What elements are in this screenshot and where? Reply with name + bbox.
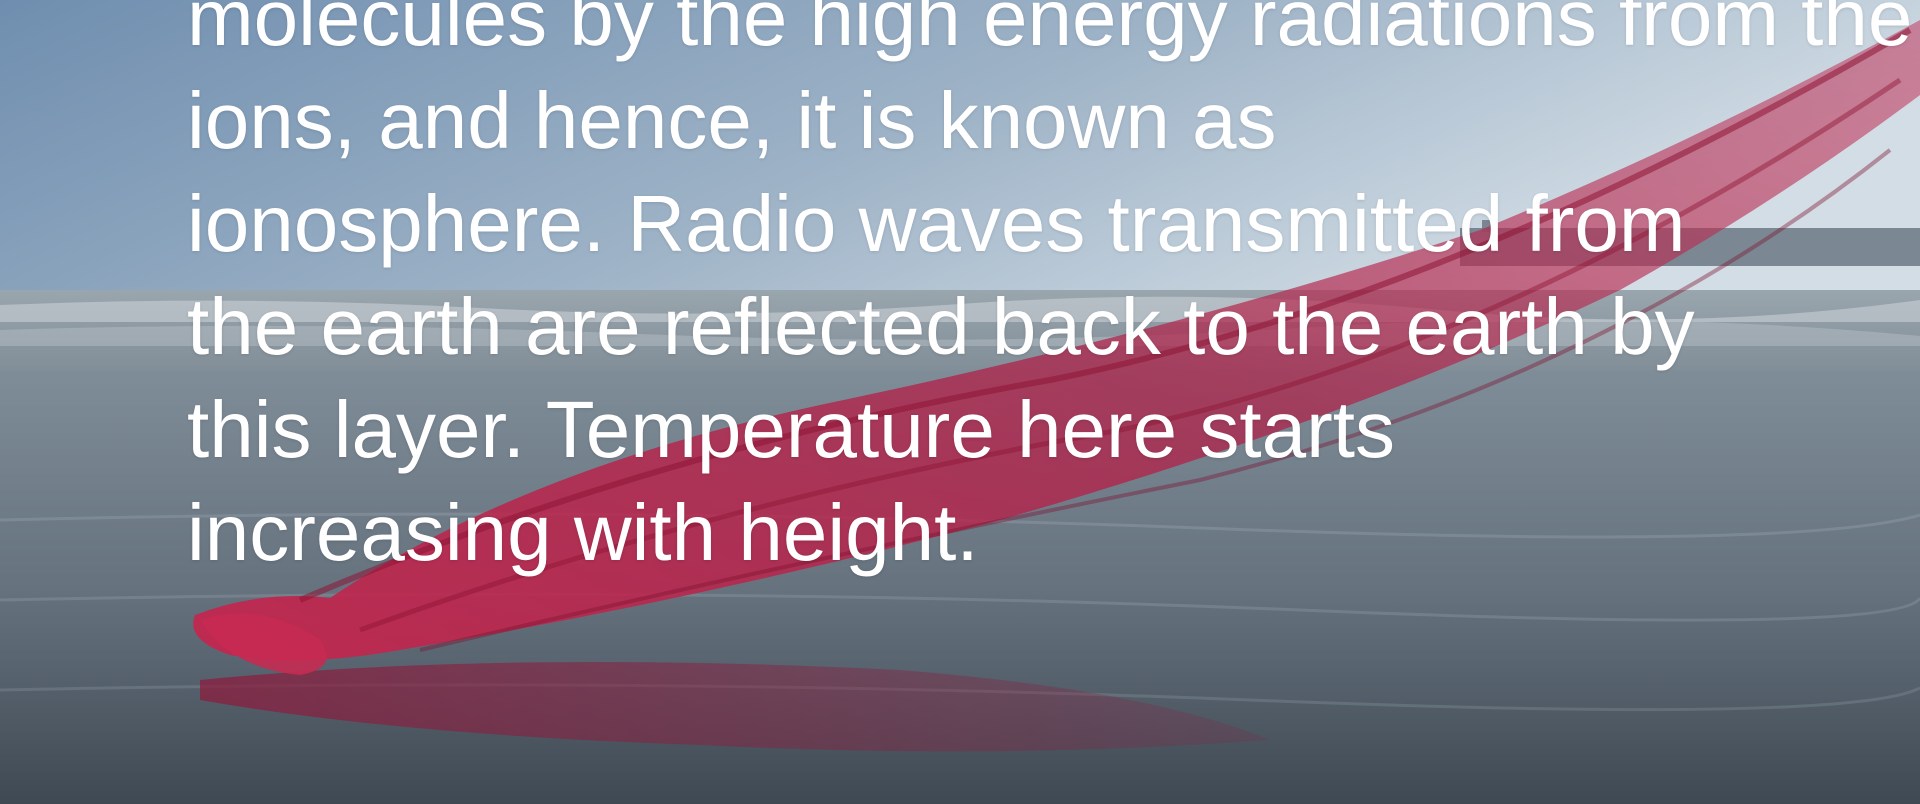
- text-line: ions, and hence, it is known as: [187, 76, 1277, 165]
- text-line: ionosphere. Radio waves transmitted from: [187, 179, 1686, 268]
- text-line: the earth are reflected back to the eart…: [187, 282, 1695, 371]
- text-line: increasing with height.: [187, 488, 979, 577]
- text-line: this layer. Temperature here starts: [187, 385, 1395, 474]
- text-line: molecules by the high energy radiations …: [187, 0, 1920, 62]
- slide-body-text: molecules by the high energy radiations …: [187, 0, 1920, 584]
